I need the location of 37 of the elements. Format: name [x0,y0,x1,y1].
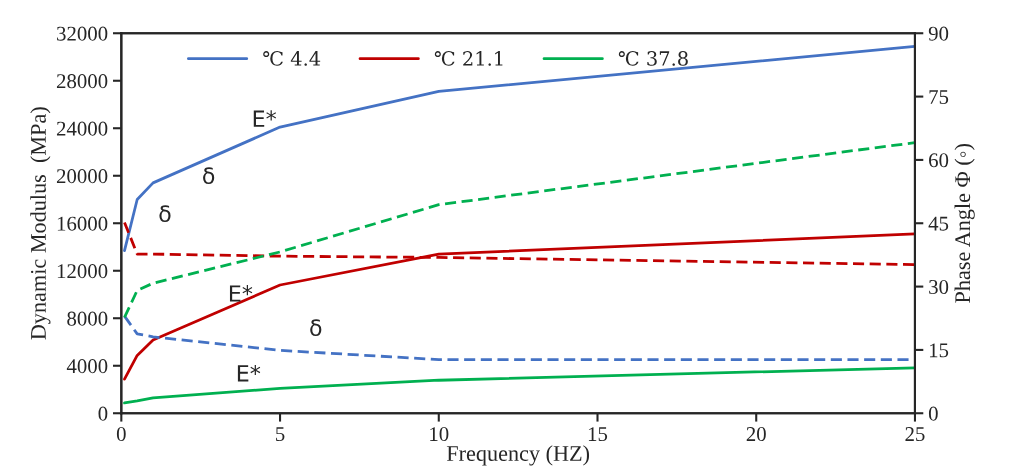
y2-axis-title: Phase Angle Φ (◦) [954,143,975,303]
line-series [123,44,915,252]
y2-tick-label: 45 [928,216,949,231]
annotation: E* [237,364,261,382]
annotation: δ [159,205,171,223]
y-tick-label: 28000 [56,74,108,89]
x-tick-label: 0 [116,427,126,442]
y2-tick-label: 60 [929,153,949,168]
x-tick-label: 25 [905,427,925,442]
x-tick-label: 20 [746,427,766,442]
y-tick-label: 32000 [57,26,108,41]
y-tick-label: 24000 [56,121,108,136]
y-tick-label: 4000 [66,359,108,374]
x-tick-label: 10 [430,427,449,442]
y-tick-label: 0 [98,406,108,421]
annotation: δ [203,167,215,185]
line-series [123,141,915,319]
y-tick-label: 20000 [56,169,108,184]
line-series [123,366,915,405]
legend-label: ℃ 4.4 [263,51,321,66]
annotation: E* [229,285,253,302]
y-tick-label: 16000 [57,216,108,231]
annotation: E* [253,110,277,127]
legend-label: ℃ 37.8 [618,51,688,66]
x-axis-title: Frequency (HZ) [446,445,590,466]
y2-tick-label: 75 [929,90,949,105]
y-tick-label: 12000 [57,264,108,279]
y2-tick-label: 30 [929,279,949,295]
x-tick-label: 5 [276,427,285,442]
y2-tick-label: 90 [928,26,949,41]
legend-label: ℃ 21.1 [434,51,503,66]
y-tick-label: 8000 [67,311,108,326]
y2-tick-label: 0 [928,406,938,421]
y-axis-title: Dynamic Modulus (MPa) [30,107,51,340]
x-tick-label: 15 [588,427,608,442]
annotation: δ [310,319,322,337]
y2-tick-label: 15 [929,343,949,358]
